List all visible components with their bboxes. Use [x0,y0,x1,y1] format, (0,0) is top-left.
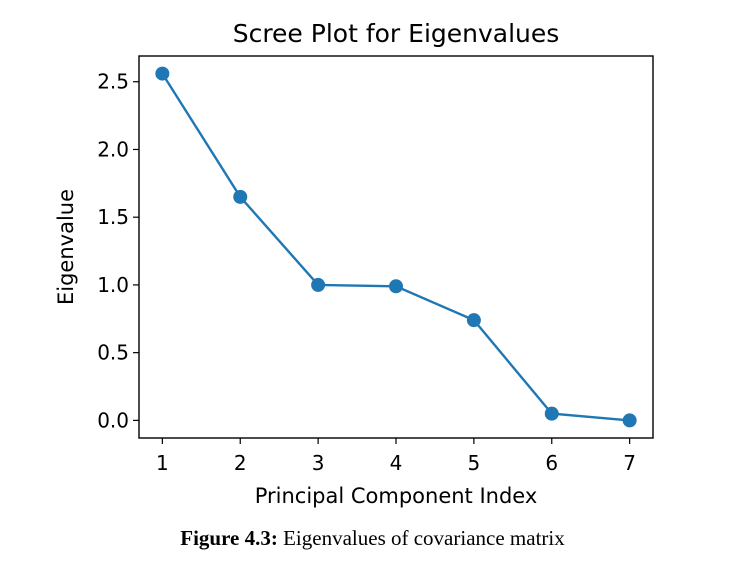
figure-caption: Figure 4.3: Eigenvalues of covariance ma… [0,526,745,551]
figure-caption-text: Eigenvalues of covariance matrix [277,526,565,550]
y-tick-label: 2.5 [97,70,129,94]
x-tick-label: 1 [156,451,169,475]
scree-plot-chart: Scree Plot for Eigenvalues 0.0 0.5 1.0 1.5 2… [54,19,654,508]
data-point-3 [311,277,326,292]
plot-frame [138,55,654,439]
data-point-6 [544,406,559,421]
y-tick-label: 0.5 [97,341,129,365]
x-axis-label: Principal Component Index [255,484,538,508]
eigenvalue-series-points [155,66,637,428]
x-tick-label: 2 [234,451,247,475]
data-point-7 [622,413,637,428]
x-tick-label: 7 [623,451,636,475]
y-tick-label: 0.0 [97,408,129,432]
data-point-4 [389,279,403,294]
y-tick-label: 1.0 [97,273,129,297]
eigenvalue-series-line [161,72,630,422]
x-tick-label: 6 [545,451,558,475]
data-point-2 [233,189,248,204]
x-tick-label: 5 [468,451,481,475]
chart-title: Scree Plot for Eigenvalues [233,19,560,48]
x-tick-label: 3 [312,451,325,475]
y-tick-label: 1.5 [97,205,129,229]
data-point-5 [466,313,481,328]
y-axis-ticks: 0.0 0.5 1.0 1.5 2.0 2.5 [97,70,139,432]
x-axis-ticks: 1 2 3 4 5 6 7 [156,438,636,475]
x-tick-label: 4 [390,451,403,475]
y-tick-label: 2.0 [97,137,129,161]
y-axis-label: Eigenvalue [54,189,78,305]
data-point-1 [155,66,170,81]
figure-caption-label: Figure 4.3: [180,526,278,550]
